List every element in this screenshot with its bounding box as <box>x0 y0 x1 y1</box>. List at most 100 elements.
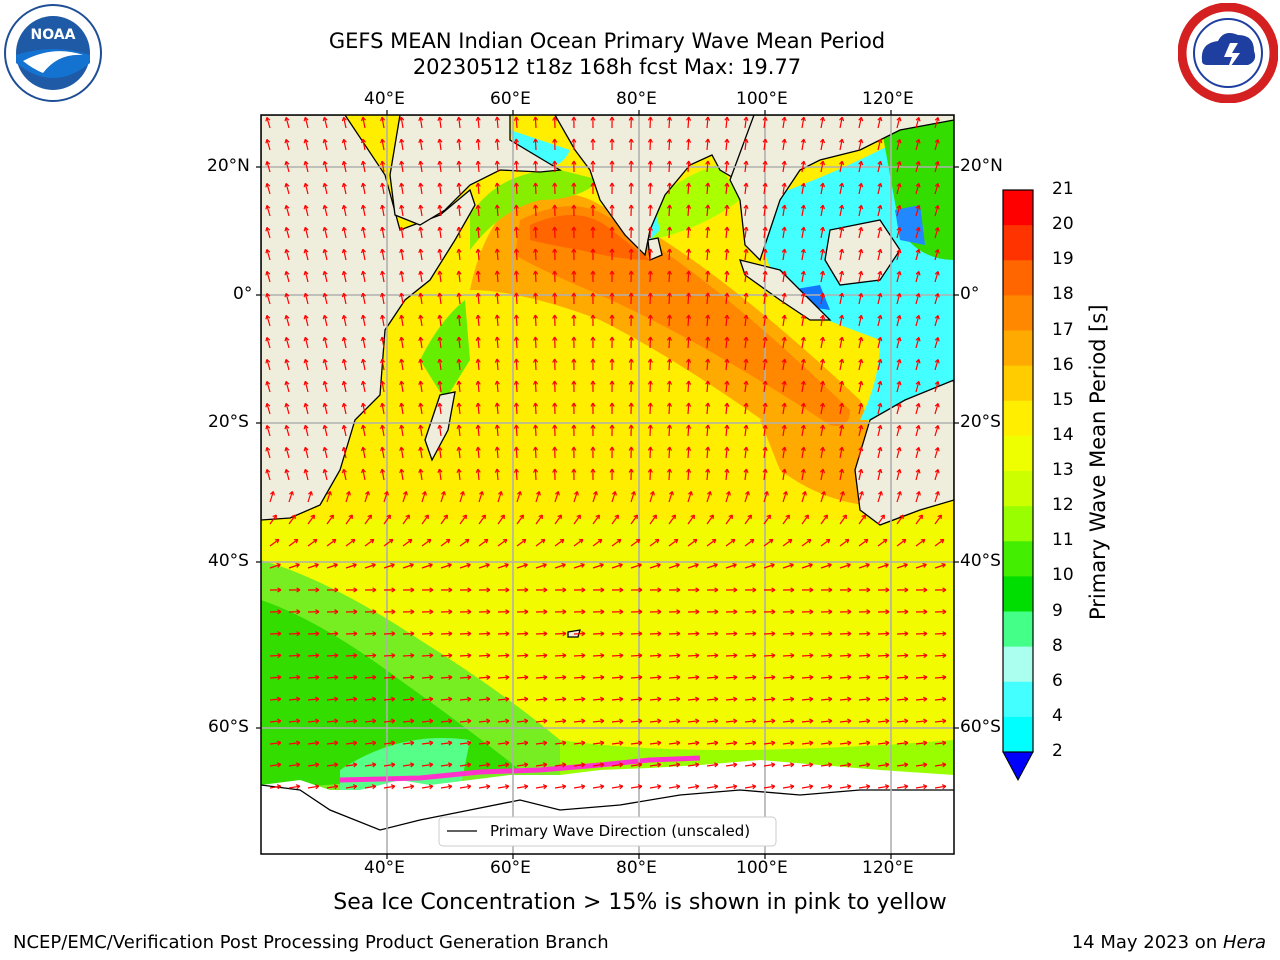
direction-arrow <box>706 424 709 437</box>
direction-arrow <box>592 563 604 569</box>
direction-arrow-head <box>628 402 634 407</box>
colorbar-band <box>1003 611 1033 648</box>
direction-arrow <box>668 785 680 789</box>
direction-arrow-head <box>711 538 717 544</box>
direction-arrow-head <box>418 336 424 342</box>
direction-arrow <box>934 403 939 415</box>
direction-arrow-head <box>284 226 290 232</box>
direction-arrow-head <box>733 631 738 637</box>
direction-arrow <box>668 314 671 327</box>
direction-arrow-head <box>724 314 730 319</box>
lon-tick-bottom-40e: 40°E <box>364 858 405 878</box>
direction-arrow-head <box>714 718 719 724</box>
direction-arrow <box>266 425 271 437</box>
direction-arrow <box>706 226 709 239</box>
direction-arrow <box>915 425 920 437</box>
direction-arrow-head <box>542 563 547 568</box>
direction-arrow-head <box>666 204 673 209</box>
direction-arrow-head <box>369 538 375 544</box>
direction-arrow-head <box>475 160 481 165</box>
direction-arrow <box>820 227 824 239</box>
direction-arrow-head <box>372 674 377 680</box>
colorbar-tick: 6 <box>1052 670 1063 691</box>
direction-arrow <box>285 249 290 261</box>
direction-arrow-head <box>571 138 577 143</box>
direction-arrow-head <box>532 160 539 165</box>
direction-arrow <box>801 720 813 723</box>
direction-arrow-head <box>269 491 275 496</box>
direction-arrow <box>326 742 338 745</box>
direction-arrow <box>535 632 548 635</box>
direction-arrow <box>706 742 718 745</box>
direction-arrow <box>649 763 661 767</box>
direction-arrow <box>400 183 404 195</box>
direction-arrow <box>649 676 662 679</box>
direction-arrow-head <box>915 468 921 474</box>
direction-arrow <box>307 785 319 789</box>
direction-arrow <box>323 381 328 393</box>
colorbar-tick: 2 <box>1052 741 1063 761</box>
direction-arrow-head <box>649 491 655 496</box>
direction-arrow-head <box>915 491 921 496</box>
direction-arrow <box>323 469 328 481</box>
direction-arrow-head <box>609 160 615 165</box>
direction-arrow-head <box>459 491 465 496</box>
direction-arrow-head <box>456 336 462 341</box>
direction-arrow <box>858 447 862 459</box>
direction-arrow <box>877 117 882 129</box>
direction-arrow <box>459 632 472 635</box>
direction-arrow-head <box>303 160 309 166</box>
direction-arrow-head <box>428 784 434 790</box>
direction-arrow <box>801 785 813 789</box>
direction-arrow-head <box>609 138 615 143</box>
direction-arrow-head <box>858 116 864 122</box>
direction-arrow-head <box>656 762 662 768</box>
direction-arrow-head <box>535 491 541 496</box>
direction-arrow <box>497 514 505 525</box>
direction-arrow-head <box>666 226 673 231</box>
direction-arrow-head <box>800 380 806 386</box>
direction-arrow-head <box>372 587 377 593</box>
direction-arrow-head <box>552 402 558 407</box>
direction-arrow <box>304 469 309 481</box>
direction-arrow <box>421 514 429 525</box>
colorbar-tick: 11 <box>1052 530 1074 551</box>
direction-arrow <box>820 293 824 305</box>
direction-arrow <box>839 271 843 283</box>
direction-arrow <box>668 446 671 459</box>
direction-arrow-head <box>562 587 567 593</box>
direction-arrow <box>934 205 939 217</box>
direction-arrow-head <box>847 718 852 724</box>
direction-arrow-head <box>865 784 871 790</box>
direction-arrow-head <box>647 248 653 253</box>
direction-arrow-head <box>647 468 653 473</box>
direction-arrow <box>459 785 471 789</box>
direction-arrow-head <box>800 468 806 474</box>
direction-arrow-head <box>303 138 309 144</box>
direction-arrow-head <box>732 762 738 768</box>
direction-arrow-head <box>532 424 539 429</box>
direction-arrow <box>858 161 862 173</box>
direction-arrow <box>438 315 442 327</box>
direction-arrow <box>285 293 290 305</box>
direction-arrow-head <box>762 292 768 298</box>
direction-arrow-head <box>743 446 749 451</box>
direction-arrow <box>877 139 882 151</box>
direction-arrow <box>307 720 319 723</box>
direction-arrow <box>820 161 824 173</box>
direction-arrow <box>782 632 795 635</box>
direction-arrow-head <box>828 696 833 702</box>
direction-arrow <box>630 763 642 767</box>
direction-arrow-head <box>628 446 634 451</box>
direction-arrow <box>782 271 786 283</box>
direction-arrow-head <box>314 740 320 746</box>
direction-arrow <box>383 698 395 701</box>
direction-arrow-head <box>819 380 826 386</box>
direction-arrow <box>763 785 775 789</box>
direction-arrow-head <box>590 226 596 231</box>
direction-arrow-head <box>494 116 500 121</box>
direction-arrow <box>288 785 300 789</box>
direction-arrow <box>687 336 690 349</box>
direction-arrow <box>477 227 480 239</box>
direction-arrow-head <box>429 696 434 702</box>
